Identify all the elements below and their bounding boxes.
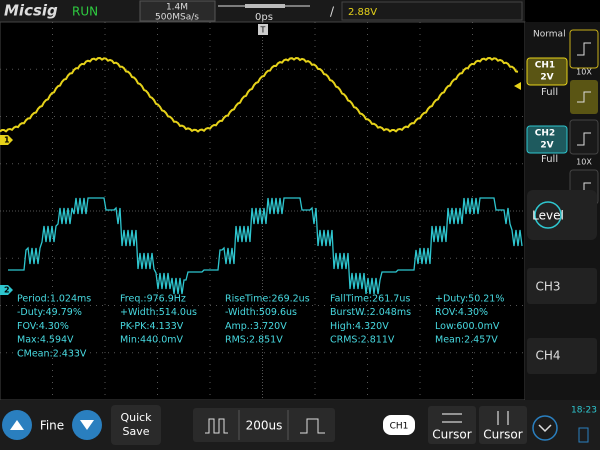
ch1-label: CH1 [535, 61, 555, 71]
ch1-waveform [0, 56, 519, 133]
measurement: FOV:4.30% [17, 321, 69, 332]
fine-label: Fine [40, 419, 64, 433]
trigger-slope[interactable]: / [330, 5, 335, 19]
ch2-marker: 2 [4, 286, 10, 295]
icon [205, 418, 228, 434]
measurement: PK-PK:4.133V [120, 321, 184, 332]
ch2-probe: 10X [576, 158, 592, 167]
measurement: -Width:509.6us [225, 307, 297, 318]
brand: Micsig [4, 2, 58, 20]
grid [0, 22, 525, 400]
icon [10, 420, 24, 430]
ch3-button[interactable] [527, 268, 597, 304]
measurement: FallTime:261.7us [330, 294, 410, 305]
measurement: RiseTime:269.2us [225, 294, 310, 305]
measurements: Period:1.024ms Freq.:976.9Hz RiseTime:269.… [17, 294, 504, 360]
measurement: -Duty:49.79% [17, 307, 82, 318]
ch1-bandwidth: Full [541, 87, 558, 98]
icon [577, 42, 591, 56]
measurement: High:4.320V [330, 321, 389, 332]
quick-save-label: Quick Save [120, 411, 152, 438]
quick-save-button[interactable] [111, 405, 161, 445]
cursor-h-button[interactable] [428, 406, 476, 444]
measurement: Mean:2.457V [435, 335, 498, 346]
measurement: Max:4.594V [17, 335, 74, 346]
channel-label: CH1 [390, 422, 409, 432]
measurement: BurstW.:2.048ms [330, 307, 411, 318]
ch4-label: CH4 [535, 349, 560, 363]
trigger-level-box[interactable] [341, 1, 523, 21]
ch3-label: CH3 [535, 280, 560, 294]
measurement: RMS:2.851V [225, 335, 283, 346]
timebase-control[interactable] [193, 408, 335, 442]
measurement: ROV:4.30% [435, 307, 488, 318]
ch1-scale: 2V [540, 73, 553, 83]
cursor-h-label: Cursor [432, 428, 472, 442]
measurement: Amp.:3.720V [225, 321, 287, 332]
measurement: Period:1.024ms [17, 294, 91, 305]
trigger-marker: T [260, 26, 266, 35]
measurement: +Width:514.0us [120, 307, 197, 318]
timebase: 200us [246, 419, 283, 433]
ch4-button[interactable] [527, 338, 597, 374]
clock: 18:23 [571, 406, 597, 416]
acq-box[interactable] [139, 0, 216, 22]
ch2-marker-shape [0, 285, 13, 295]
menu-toggle[interactable] [532, 415, 558, 441]
icon [80, 420, 94, 430]
measurement: Min:440.0mV [120, 335, 184, 346]
memory-depth: 1.4M [166, 3, 188, 13]
ch1-marker: 1 [4, 136, 10, 145]
ch1-edge-button[interactable] [569, 29, 599, 69]
trigger-level: 2.88V [348, 7, 377, 18]
channel-button[interactable] [383, 415, 415, 435]
cursor-v-label: Cursor [483, 428, 523, 442]
sample-rate: 500MSa/s [155, 13, 199, 23]
battery-icon [578, 427, 589, 443]
ch2-button[interactable] [526, 125, 568, 154]
ch2-label: CH2 [535, 129, 555, 139]
trigger-position: 0ps [255, 12, 273, 23]
run-status[interactable]: RUN [72, 5, 98, 19]
measurement: +Duty:50.21% [435, 294, 504, 305]
ch1-marker-shape [0, 135, 13, 145]
level-label: Level [532, 209, 564, 223]
cursor-v-button[interactable] [479, 406, 527, 444]
trigger-mode[interactable]: Normal [533, 30, 566, 40]
icon [577, 132, 591, 146]
measurement: CMean:2.433V [17, 348, 87, 359]
measurement: Freq.:976.9Hz [120, 294, 186, 305]
ch2-bandwidth: Full [541, 154, 558, 165]
ch1-button[interactable] [526, 57, 568, 86]
icon [538, 424, 552, 433]
trigger-level-arrow [514, 82, 521, 90]
ch2-waveform [8, 197, 523, 295]
trigger-marker-box [258, 24, 268, 35]
measurement: Low:600.0mV [435, 321, 500, 332]
icon [577, 91, 591, 103]
ch1-probe: 10X [576, 68, 592, 77]
ch2-scale: 2V [540, 141, 553, 151]
measurement: CRMS:2.811V [330, 335, 395, 346]
level-ring [534, 201, 562, 229]
timeline-window [245, 4, 285, 8]
icon [300, 418, 325, 434]
